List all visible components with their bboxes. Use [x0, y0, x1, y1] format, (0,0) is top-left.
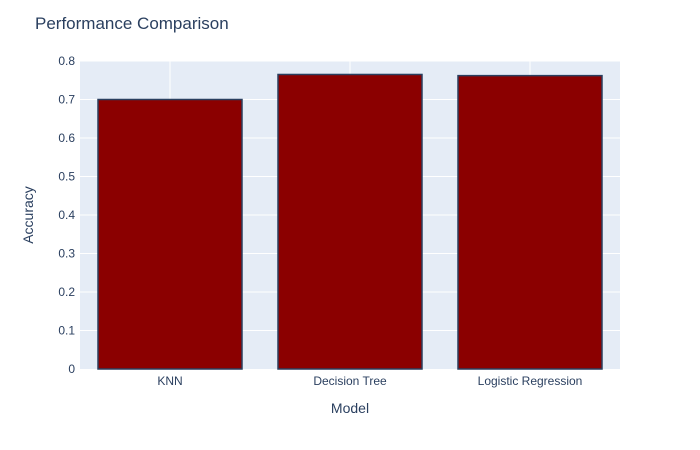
bar-knn[interactable] — [97, 98, 243, 370]
chart-title: Performance Comparison — [35, 14, 229, 33]
x-axis-title: Model — [331, 400, 369, 416]
y-tick-label: 0.4 — [58, 208, 75, 222]
bar-logistic-regression[interactable] — [457, 74, 603, 370]
y-tick-label: 0.8 — [58, 54, 75, 68]
x-tick-label: Logistic Regression — [478, 374, 583, 388]
x-tick-label: KNN — [157, 374, 182, 388]
y-tick-label: 0 — [68, 362, 75, 376]
y-tick-label: 0.6 — [58, 131, 75, 145]
x-tick-label: Decision Tree — [313, 374, 387, 388]
y-tick-label: 0.1 — [58, 324, 75, 338]
y-axis-title: Accuracy — [20, 186, 36, 244]
y-axis-ticks: 0 0.1 0.2 0.3 0.4 0.5 0.6 0.7 0.8 — [58, 54, 75, 376]
bar-decision-tree[interactable] — [277, 73, 423, 370]
y-tick-label: 0.7 — [58, 93, 75, 107]
x-axis-ticks: KNN Decision Tree Logistic Regression — [157, 374, 582, 388]
y-tick-label: 0.3 — [58, 247, 75, 261]
bars — [97, 73, 603, 370]
y-tick-label: 0.5 — [58, 170, 75, 184]
y-tick-label: 0.2 — [58, 285, 75, 299]
